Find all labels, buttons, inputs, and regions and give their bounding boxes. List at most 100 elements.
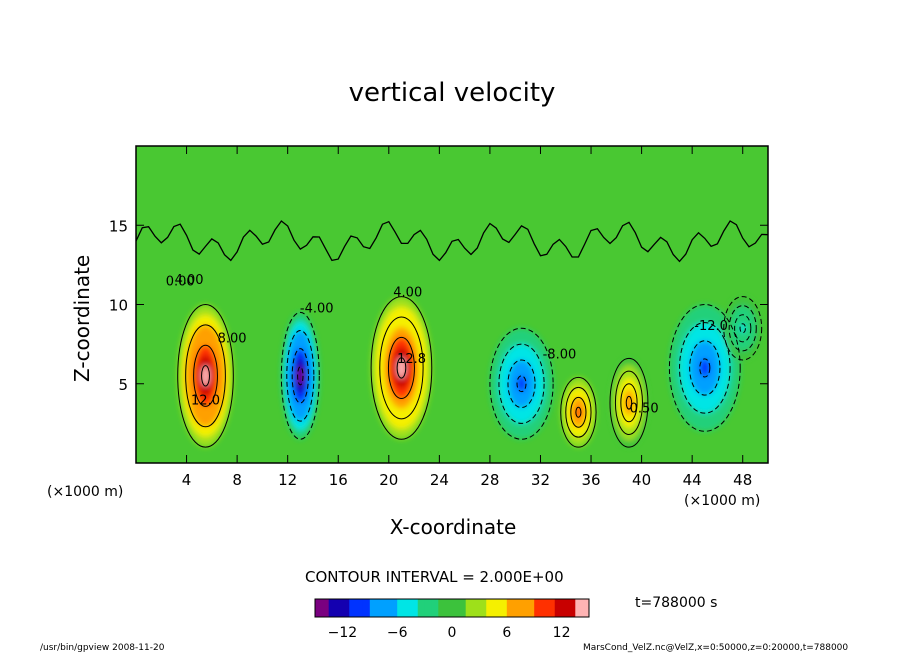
colorbar-swatch: [534, 599, 542, 617]
contour-line-7-0: [723, 296, 763, 361]
contour-line-1-6: [297, 366, 304, 386]
x-tick-label: 28: [480, 471, 499, 489]
y-axis-label: Z-coordinate: [70, 254, 94, 382]
contour-lines: [136, 220, 768, 448]
contour-line-5-6: [625, 395, 633, 410]
contour-line-0-0: [177, 304, 234, 448]
x-tick-label: 8: [232, 471, 242, 489]
colorbar-swatch: [369, 599, 378, 617]
colorbar-swatch: [465, 599, 474, 617]
contour-label: 4.00: [175, 273, 204, 288]
colorbar-swatch: [376, 599, 384, 617]
colorbar-swatch: [390, 599, 398, 617]
y-tick-label: 10: [109, 297, 128, 315]
colorbar-swatch: [472, 599, 480, 617]
contour-line-3-2: [498, 343, 545, 424]
contour-line-2-2: [379, 316, 424, 420]
contour-line-7-6: [739, 323, 746, 334]
x-axis-label: X-coordinate: [0, 515, 904, 539]
colorbar-tick-label: 6: [502, 625, 511, 641]
colorbar-swatch: [362, 599, 371, 617]
colorbar-swatch: [527, 599, 535, 617]
colorbar-swatch: [554, 599, 563, 617]
colorbar-swatch: [397, 599, 405, 617]
colorbar-swatch: [479, 599, 487, 617]
contour-line-4-4: [570, 396, 587, 428]
contour-line-3-6: [516, 375, 527, 393]
footer-program-date: /usr/bin/gpview 2008-11-20: [40, 643, 165, 653]
x-unit-label-left: (×1000 m): [47, 484, 124, 500]
contour-line-1-4: [291, 348, 309, 404]
contour-line-2-0: [370, 296, 433, 440]
contour-line-0-4: [193, 344, 218, 407]
contour-line-5-0: [609, 357, 649, 448]
contour-label: -8.00: [543, 347, 577, 362]
colorbar-swatch: [458, 599, 467, 617]
heatmap-cell-3-level-6: [517, 375, 527, 392]
contour-line-4-2: [565, 386, 592, 438]
colorbar-swatch: [452, 599, 460, 617]
colorbar-swatch: [568, 599, 576, 617]
colorbar-swatch: [486, 599, 494, 617]
colorbar-swatch: [513, 599, 521, 617]
x-axis-label-text: X-coordinate: [389, 515, 517, 539]
colorbar-swatch: [417, 599, 426, 617]
colorbar-swatch: [424, 599, 432, 617]
contour-interval-text: CONTOUR INTERVAL = 2.000E+00: [305, 568, 564, 586]
colorbar-swatch: [506, 599, 515, 617]
colorbar-swatch: [438, 599, 446, 617]
contour-labels: 0.004.008.0012.012.8-4.00-8.00-12.00.504…: [166, 273, 728, 416]
y-tick-label: 15: [109, 217, 128, 235]
colorbar-swatch: [356, 599, 364, 617]
colorbar-swatch: [499, 599, 508, 617]
contour-line-7-2: [728, 305, 757, 352]
heatmap-cell-7-level-6: [740, 323, 746, 333]
colorbar-swatch: [321, 599, 330, 617]
contour-line-4-0: [560, 376, 597, 448]
contour-line-0-2: [185, 324, 226, 428]
heatmap-cell-1-level-6: [297, 366, 304, 385]
x-tick-label: 32: [531, 471, 550, 489]
colorbar-swatch: [383, 599, 391, 617]
colorbar-swatch: [520, 599, 528, 617]
x-tick-label: 36: [581, 471, 600, 489]
colorbar-swatch: [315, 599, 323, 617]
contour-label: 0.00: [166, 274, 195, 289]
x-tick-label: 20: [379, 471, 398, 489]
colorbar-swatch: [410, 599, 419, 617]
colorbar-swatch: [582, 599, 590, 617]
contour-label: 4.00: [393, 286, 422, 301]
colorbar-swatch: [342, 599, 350, 617]
x-axis: 4 8 12 16 20 24 28 32 36 40 44 48: [182, 146, 752, 489]
colorbar-swatch: [349, 599, 357, 617]
heatmap-cell-2-level-6: [397, 357, 406, 379]
colorbar-swatch: [335, 599, 343, 617]
contour-label: 12.8: [397, 352, 426, 367]
colorbar-swatch: [431, 599, 439, 617]
contour-label: -12.0: [694, 319, 728, 334]
contour-line-7-4: [734, 314, 752, 343]
x-tick-label: 16: [329, 471, 348, 489]
x-tick-label: 12: [278, 471, 297, 489]
colorbar-swatch: [404, 599, 412, 617]
contour-label: 12.0: [191, 393, 220, 408]
x-tick-label: 40: [632, 471, 651, 489]
contour-line-3-4: [507, 359, 536, 409]
heatmap-cell-6-level-6: [699, 358, 710, 377]
colorbar-swatch: [547, 599, 556, 617]
x-tick-label: 24: [430, 471, 449, 489]
x-unit-label-right: (×1000 m): [684, 493, 761, 509]
contour-line-1-2: [286, 330, 315, 422]
colorbar: −12 −6 0 6 12: [314, 598, 590, 641]
contour-line-4-6: [575, 406, 582, 418]
heatmap-field: [136, 146, 768, 463]
colorbar-tick-label: 0: [448, 625, 457, 641]
colorbar-frame: [314, 598, 590, 618]
zero-contour-line: [136, 220, 768, 263]
contour-line-0-6: [201, 365, 210, 387]
contour-line-6-4: [689, 340, 721, 396]
footer-file-info: MarsCond_VelZ.nc@VelZ,x=0:50000,z=0:2000…: [583, 643, 849, 653]
contour-label: -4.00: [300, 301, 334, 316]
colorbar-swatch: [328, 599, 337, 617]
y-tick-label: 5: [118, 376, 128, 394]
